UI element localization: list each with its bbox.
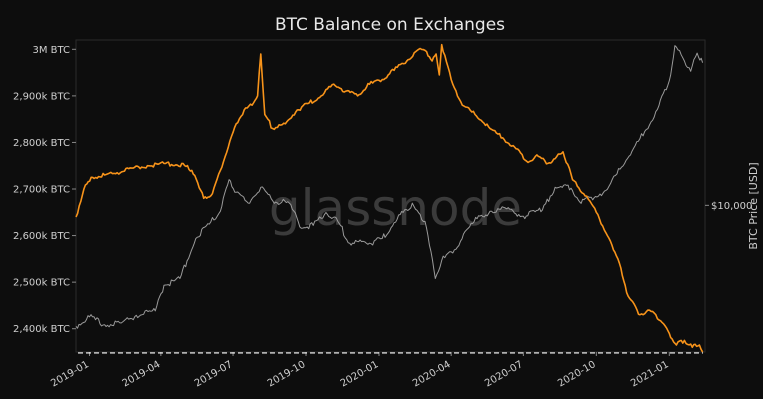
y-left-tick-label: 2,900k BTC (13, 91, 70, 102)
y-axis-left: 2,400k BTC 2,500k BTC 2,600k BTC 2,700k BTC… (13, 45, 76, 335)
y-left-tick-label: 2,800k BTC (13, 138, 70, 149)
glassnode-watermark: glassnode (269, 179, 522, 237)
y-axis-right: $10,000 (705, 201, 752, 212)
y-left-tick-label: 2,600k BTC (13, 231, 70, 242)
plot-frame (75, 39, 706, 353)
y-right-tick-label: $10,000 (711, 201, 752, 212)
y-left-tick-label: 2,400k BTC (13, 324, 70, 335)
y-left-tick-label: 2,500k BTC (13, 278, 70, 289)
y-axis-right-label: BTC Price [USD] (747, 162, 760, 249)
y-left-tick-label: 2,700k BTC (13, 185, 70, 196)
series-layer (75, 43, 704, 353)
btc-balance-line (75, 43, 704, 353)
btc-price-line (75, 45, 704, 329)
chart-title: BTC Balance on Exchanges (275, 15, 505, 35)
y-left-tick-label: 3M BTC (32, 45, 70, 56)
